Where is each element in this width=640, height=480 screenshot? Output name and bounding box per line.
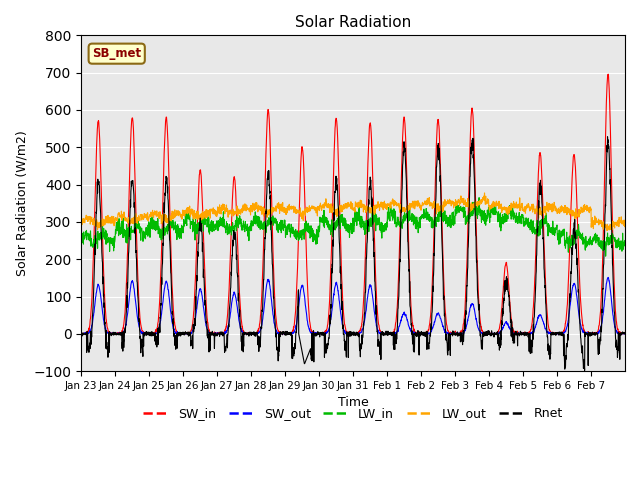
SW_in: [250, 331, 257, 336]
LW_out: [621, 219, 629, 225]
SW_out: [132, 299, 140, 305]
SW_in: [621, 330, 629, 336]
Rnet: [77, 332, 85, 337]
Line: SW_out: SW_out: [81, 277, 625, 334]
Text: SB_met: SB_met: [92, 47, 141, 60]
Rnet: [132, 236, 140, 241]
LW_out: [614, 220, 621, 226]
Line: SW_in: SW_in: [81, 74, 625, 334]
Y-axis label: Solar Radiation (W/m2): Solar Radiation (W/m2): [15, 131, 28, 276]
LW_out: [386, 204, 394, 210]
SW_out: [386, 331, 394, 336]
Line: Rnet: Rnet: [81, 137, 625, 371]
LW_in: [249, 223, 257, 228]
LW_out: [249, 200, 257, 206]
LW_out: [132, 217, 140, 223]
SW_out: [604, 275, 612, 280]
SW_in: [77, 330, 85, 336]
LW_out: [481, 190, 488, 196]
Rnet: [604, 134, 611, 140]
LW_in: [476, 195, 483, 201]
SW_in: [132, 206, 140, 212]
LW_in: [77, 239, 85, 245]
LW_in: [621, 238, 629, 243]
SW_out: [77, 331, 85, 336]
Rnet: [614, 350, 621, 356]
SW_in: [517, 331, 525, 336]
SW_in: [77, 331, 85, 336]
LW_in: [132, 224, 140, 229]
SW_in: [386, 331, 394, 336]
LW_in: [614, 243, 621, 249]
SW_out: [517, 330, 525, 336]
LW_out: [604, 228, 611, 234]
SW_in: [614, 326, 621, 332]
X-axis label: Time: Time: [338, 396, 369, 409]
Title: Solar Radiation: Solar Radiation: [295, 15, 412, 30]
SW_out: [621, 331, 629, 336]
Line: LW_in: LW_in: [81, 198, 625, 256]
Rnet: [386, 332, 394, 337]
Rnet: [517, 332, 525, 337]
LW_out: [548, 206, 556, 212]
LW_in: [517, 213, 525, 219]
SW_out: [547, 331, 555, 336]
LW_in: [602, 253, 609, 259]
Legend: SW_in, SW_out, LW_in, LW_out, Rnet: SW_in, SW_out, LW_in, LW_out, Rnet: [138, 402, 568, 425]
SW_out: [614, 329, 621, 335]
Rnet: [621, 331, 629, 337]
SW_out: [249, 331, 257, 336]
Rnet: [249, 331, 257, 337]
LW_out: [77, 219, 85, 225]
Rnet: [547, 332, 555, 337]
SW_in: [604, 72, 612, 77]
LW_in: [548, 226, 556, 232]
Rnet: [580, 368, 588, 373]
SW_in: [548, 331, 556, 336]
Line: LW_out: LW_out: [81, 193, 625, 231]
LW_in: [386, 213, 394, 218]
LW_out: [517, 205, 525, 211]
